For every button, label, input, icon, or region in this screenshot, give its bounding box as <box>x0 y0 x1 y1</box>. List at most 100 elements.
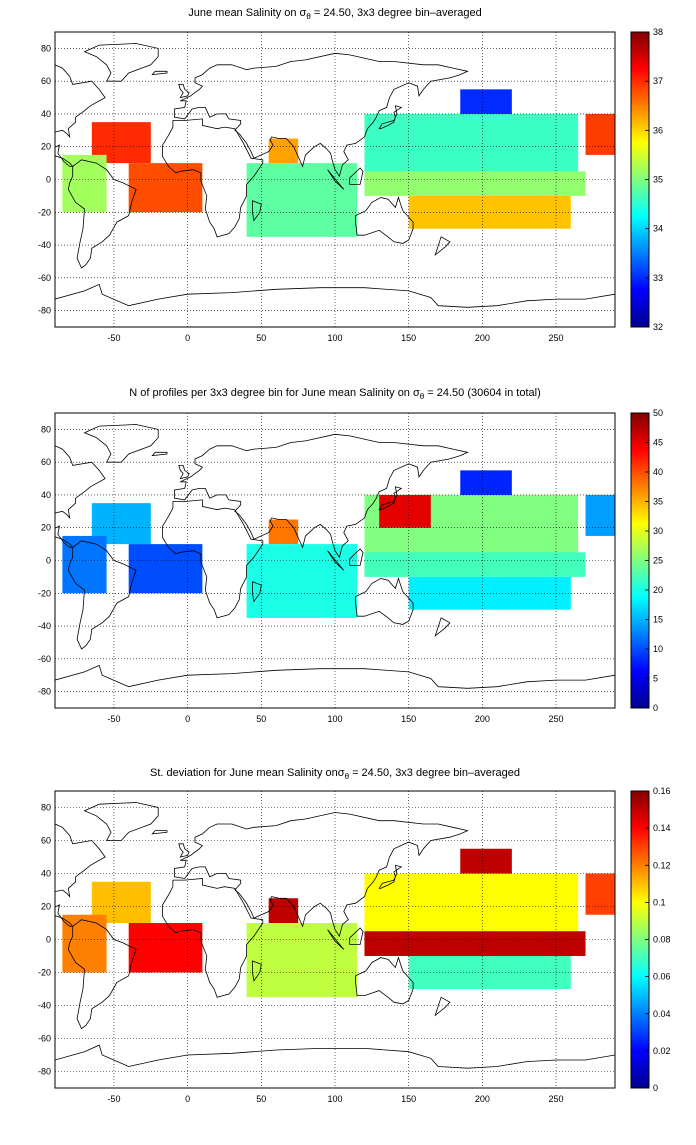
colorbar-tick-label: 40 <box>653 467 663 477</box>
colorbar-tick-label: 0.02 <box>653 1046 671 1056</box>
y-tick-label: -80 <box>38 1067 51 1077</box>
coastline-7 <box>83 424 159 463</box>
coastlines <box>55 424 615 708</box>
coastline-1 <box>55 445 106 548</box>
x-tick-label: -50 <box>107 333 120 343</box>
x-tick-label: 100 <box>327 714 342 724</box>
y-tick-label: -20 <box>38 968 51 978</box>
y-tick-label: 80 <box>41 803 51 813</box>
region-cell-2 <box>128 923 203 973</box>
x-tick-label: 250 <box>549 714 564 724</box>
data-cells <box>62 470 615 618</box>
y-tick-label: 20 <box>41 523 51 533</box>
colorbar-tick-label: 5 <box>653 674 658 684</box>
coastline-8 <box>378 486 403 511</box>
region-cell-4 <box>268 519 299 545</box>
colorbar: 0 5 10 15 20 25 30 35 40 45 50 <box>630 408 663 713</box>
coastline-10 <box>327 169 345 190</box>
region-cell-5 <box>246 544 358 618</box>
x-tick-label: -50 <box>107 1094 120 1104</box>
coastline-3 <box>162 118 264 238</box>
coastline-11 <box>349 167 364 185</box>
axes-frame <box>54 31 616 328</box>
colorbar: 0 0.02 0.04 0.06 0.08 0.1 0.12 0.14 0.16 <box>630 786 671 1093</box>
grid <box>55 791 615 1088</box>
region-cell-7 <box>460 470 512 495</box>
data-cells <box>62 89 615 237</box>
y-tick-label: -60 <box>38 654 51 664</box>
coastline-4 <box>174 812 469 938</box>
coastline-5 <box>355 956 414 1005</box>
coastline-7 <box>83 43 159 82</box>
x-tick-label: 0 <box>185 714 190 724</box>
region-cell-11 <box>585 494 615 536</box>
coastlines <box>55 802 615 1088</box>
colorbar-tick-label: 0.06 <box>653 972 671 982</box>
coastline-14 <box>151 451 168 457</box>
coastline-14 <box>151 70 168 76</box>
region-cell-2 <box>128 544 203 594</box>
coastline-6 <box>55 1044 615 1088</box>
y-tick-label: 20 <box>41 142 51 152</box>
coastline-9 <box>178 843 190 858</box>
coastline-13 <box>434 236 451 257</box>
x-tick-label: 250 <box>549 1094 564 1104</box>
grid <box>55 32 615 327</box>
colorbar-tick-label: 0.12 <box>653 860 671 870</box>
grid <box>55 413 615 708</box>
y-tick-label: 0 <box>46 556 51 566</box>
map-panel-1: June mean Salinity on σθ = 24.50, 3x3 de… <box>38 7 663 343</box>
colorbar-tick-label: 36 <box>653 125 663 135</box>
region-cell-5 <box>246 923 358 998</box>
x-tick-label: -50 <box>107 714 120 724</box>
colorbar-tick-label: 32 <box>653 322 663 332</box>
chart-title: N of profiles per 3x3 degree bin for Jun… <box>129 387 540 401</box>
region-cell-7 <box>460 848 512 874</box>
y-tick-label: -20 <box>38 207 51 217</box>
coastline-12 <box>252 200 262 222</box>
y-tick-label: -40 <box>38 1001 51 1011</box>
region-cell-3 <box>62 914 107 973</box>
region-cell-2 <box>128 163 203 213</box>
colorbar-tick-label: 50 <box>653 408 663 418</box>
y-tick-label: 40 <box>41 109 51 119</box>
region-cell-9 <box>408 195 571 229</box>
colorbar-tick-label: 0.14 <box>653 823 671 833</box>
x-tick-label: 100 <box>327 333 342 343</box>
coastline-8 <box>378 105 403 130</box>
coastline-4 <box>174 433 469 559</box>
y-tick-label: -80 <box>38 306 51 316</box>
coastline-1 <box>55 64 106 167</box>
y-tick-label: 60 <box>41 76 51 86</box>
colorbar-tick-label: 25 <box>653 556 663 566</box>
coastline-5 <box>355 577 414 625</box>
coastline-11 <box>349 548 364 566</box>
axes-frame <box>54 412 616 709</box>
region-cell-5 <box>246 163 358 237</box>
region-cell-8 <box>364 171 586 196</box>
region-cell-8 <box>364 552 586 577</box>
coastline-12 <box>252 960 262 982</box>
region-cell-9 <box>408 576 571 610</box>
coastline-10 <box>327 550 345 571</box>
y-tick-label: -20 <box>38 588 51 598</box>
coastline-2 <box>67 919 137 1030</box>
region-cell-3 <box>62 154 107 213</box>
colorbar-tick-label: 45 <box>653 438 663 448</box>
y-tick-label: 80 <box>41 424 51 434</box>
colorbar-tick-label: 20 <box>653 585 663 595</box>
colorbar-tick-label: 38 <box>653 27 663 37</box>
y-tick-label: -80 <box>38 687 51 697</box>
colorbar-tick-label: 0 <box>653 703 658 713</box>
colorbar-tick-label: 0.08 <box>653 935 671 945</box>
y-tick-label: 80 <box>41 43 51 53</box>
y-tick-label: 20 <box>41 902 51 912</box>
x-tick-label: 150 <box>401 714 416 724</box>
y-tick-label: -60 <box>38 1034 51 1044</box>
x-tick-label: 0 <box>185 333 190 343</box>
x-tick-label: 100 <box>327 1094 342 1104</box>
x-tick-label: 200 <box>475 333 490 343</box>
region-cell-10 <box>585 873 615 915</box>
region-cell-9 <box>408 956 571 989</box>
coastline-3 <box>162 878 264 998</box>
